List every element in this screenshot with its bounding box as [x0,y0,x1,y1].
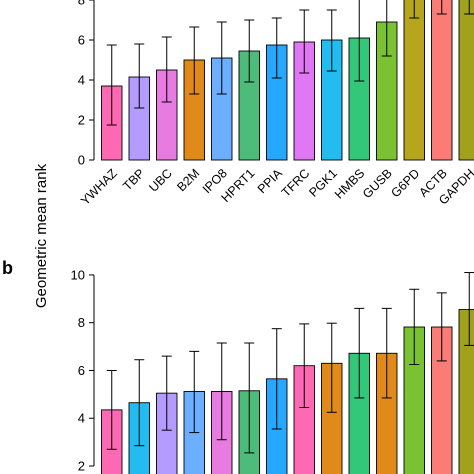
x-category-label: UBC [146,166,175,195]
y-tick-label: 2 [78,459,85,474]
y-tick-label: 4 [78,411,85,426]
x-category-label: GUSB [360,166,395,201]
panel-b-chart: 2 4 6 8 10 [71,267,474,474]
y-tick-label: 6 [78,33,85,48]
bar [458,0,474,161]
y-tick-label: 8 [78,315,85,330]
bar [458,309,474,474]
y-tick-label: 6 [78,363,85,378]
y-tick-label: 8 [78,0,85,8]
bar [403,0,425,161]
panel-b-label: b [2,258,13,278]
y-axis-title: Geometric mean rank [33,163,50,308]
y-tick-label: 10 [71,267,85,282]
y-tick-label: 0 [78,153,85,168]
x-category-label: HMBS [332,166,367,201]
x-category-label: B2M [174,166,202,194]
x-category-label: TFRC [279,166,312,199]
x-category-label: YWHAZ [78,166,120,208]
x-category-label: TBP [120,166,147,193]
bar [431,0,453,161]
y-tick-label: 4 [78,73,85,88]
x-category-label: G6PD [388,166,422,200]
y-tick-label: 2 [78,113,85,128]
